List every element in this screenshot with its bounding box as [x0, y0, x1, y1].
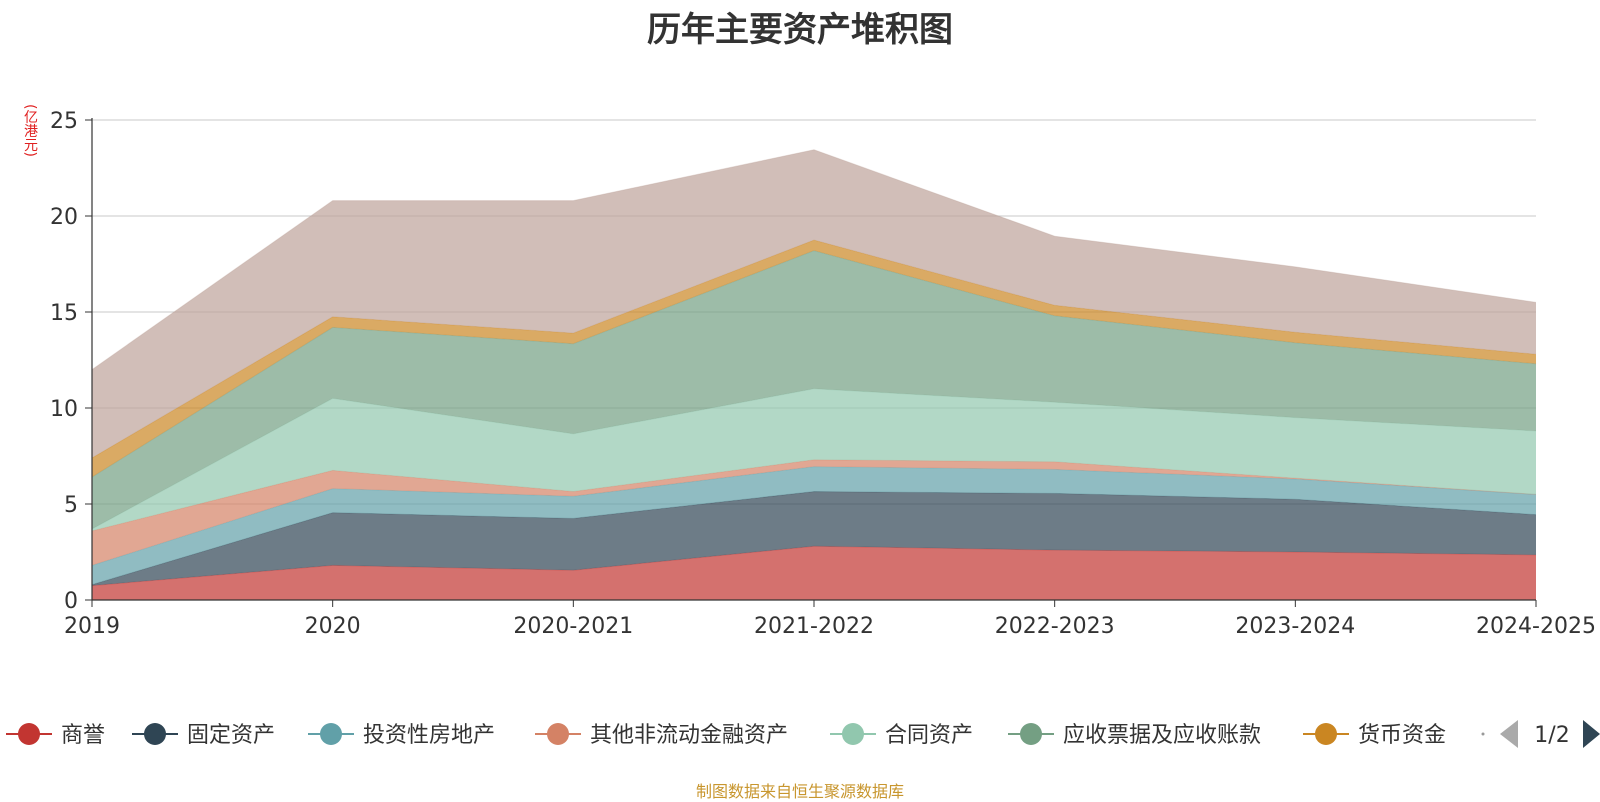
legend-marker — [144, 723, 166, 745]
legend-next-page-icon[interactable] — [1583, 720, 1600, 748]
y-tick-label: 20 — [50, 205, 78, 230]
x-tick-label: 2023-2024 — [1235, 614, 1355, 639]
legend-marker — [1315, 723, 1337, 745]
x-tick-label: 2021-2022 — [754, 614, 874, 639]
legend-marker — [842, 723, 864, 745]
x-tick-label: 2019 — [64, 614, 120, 639]
plot-area: 0 5 10 15 20 25 2019 2020 2020-2021 2021-2022 2022… — [6, 109, 1600, 748]
legend-marker — [320, 723, 342, 745]
area-series-7 — [92, 149, 1536, 458]
area-series-0 — [92, 546, 1536, 600]
legend-prev-page-icon[interactable] — [1500, 720, 1518, 748]
legend-marker — [1020, 723, 1042, 745]
source-note: 制图数据来自恒生聚源数据库 — [695, 782, 904, 801]
legend-page-indicator: 1/2 — [1534, 723, 1569, 748]
y-tick-label: 0 — [64, 589, 78, 614]
legend-label: 应收票据及应收账款 — [1063, 723, 1261, 748]
legend-separator-dot — [1481, 732, 1485, 736]
area-series-3 — [92, 459, 1536, 566]
y-tick-label: 15 — [50, 301, 78, 326]
y-tick-label: 25 — [50, 109, 78, 134]
y-tick-label: 5 — [64, 493, 78, 518]
chart-title: 历年主要资产堆积图 — [647, 10, 953, 50]
legend-label: 合同资产 — [885, 723, 973, 748]
area-series-1 — [92, 491, 1536, 586]
area-series — [91, 149, 1537, 600]
legend-label: 固定资产 — [187, 723, 275, 748]
y-axis-unit-label: (亿港元) — [22, 104, 38, 157]
legend-label: 投资性房地产 — [363, 723, 495, 748]
area-series-edge-7 — [91, 149, 1537, 371]
legend-label: 货币资金 — [1358, 723, 1446, 748]
x-tick-label: 2022-2023 — [995, 614, 1115, 639]
area-series-4 — [92, 388, 1536, 531]
legend: 商誉 固定资产 投资性房地产 其他非流动金融资产 合同资产 应收票据及应收账款 货币资金 1/… — [6, 720, 1600, 748]
axes: 0 5 10 15 20 25 2019 2020 2020-2021 2021-2022 2022… — [50, 109, 1596, 639]
area-series-5 — [92, 250, 1536, 529]
legend-label: 商誉 — [61, 723, 105, 748]
legend-label: 其他非流动金融资产 — [590, 723, 788, 748]
x-tick-label: 2020 — [305, 614, 361, 639]
x-tick-label: 2024-2025 — [1476, 614, 1596, 639]
x-tick-label: 2020-2021 — [513, 614, 633, 639]
legend-marker — [547, 723, 569, 745]
legend-marker — [18, 723, 40, 745]
y-tick-label: 10 — [50, 397, 78, 422]
area-series-2 — [92, 466, 1536, 585]
